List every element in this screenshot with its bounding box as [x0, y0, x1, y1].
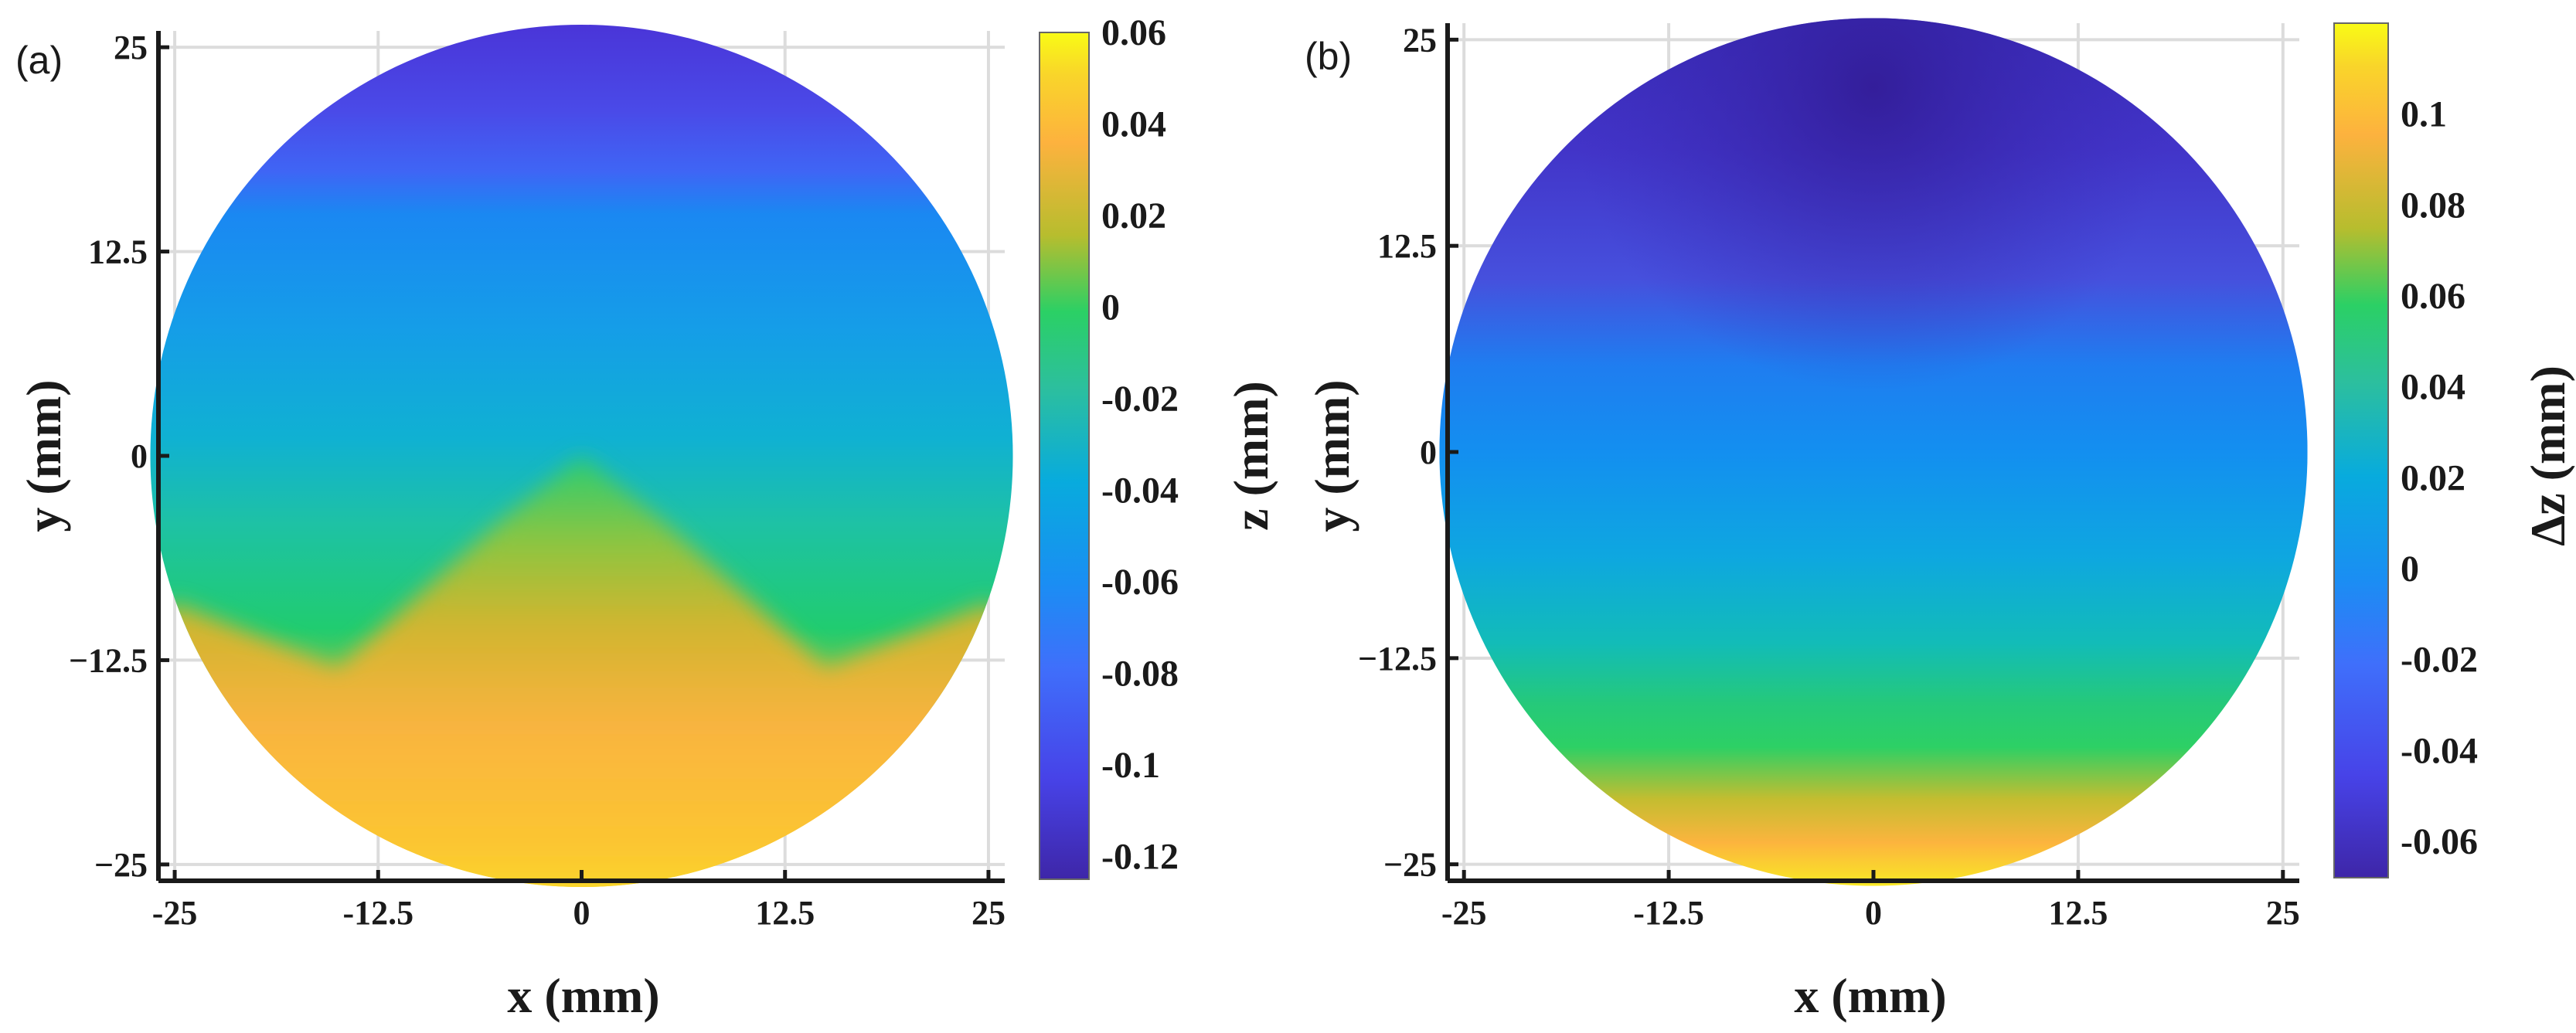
- panel-a-x-axis-label: x (mm): [507, 968, 659, 1023]
- panel-a-colorbar-tick: 0.04: [1101, 104, 1166, 144]
- panel-b-colorbar-ticks: 0.1 0.08 0.06 0.04 0.02 0 -0.02 -0.04 -0…: [2401, 94, 2478, 862]
- panel-a-colorbar-tick: -0.12: [1101, 836, 1179, 877]
- panel-b-y-tick-label: 0: [1420, 433, 1437, 471]
- panel-a-y-tick-label: 0: [131, 437, 148, 475]
- panel-b-colorbar: 0.1 0.08 0.06 0.04 0.02 0 -0.02 -0.04 -0…: [2333, 22, 2575, 878]
- panel-a-x-tick-label: 12.5: [755, 894, 815, 932]
- panel-a-y-tick-label: −25: [94, 846, 148, 884]
- panel-a-axes: [156, 31, 1005, 883]
- panel-b-y-tick-label: −25: [1383, 846, 1437, 884]
- panel-a: (a) -25 -12.5 0 12.5 25 25 12.5 0 −12.5 …: [15, 12, 1278, 1023]
- panel-b-colorbar-tick: -0.02: [2401, 640, 2478, 681]
- panel-a-y-tick-label: −12.5: [69, 641, 148, 679]
- panel-b-surface-map: [1439, 18, 2308, 886]
- panel-a-colorbar-tick: -0.02: [1101, 379, 1179, 420]
- panel-a-y-ticks: 25 12.5 0 −12.5 −25: [69, 29, 148, 884]
- panel-b-colorbar-tick: 0.1: [2401, 94, 2447, 135]
- panel-b-y-tick-label: −12.5: [1358, 640, 1437, 678]
- panel-b-label: (b): [1305, 35, 1352, 78]
- panel-a-x-tick-label: 25: [972, 894, 1006, 932]
- panel-b-colorbar-gradient: [2333, 22, 2389, 878]
- panel-a-colorbar-tick: 0.06: [1101, 12, 1166, 53]
- panel-b-y-axis-label: y (mm): [1305, 379, 1359, 532]
- panel-b-colorbar-tick: 0.08: [2401, 185, 2465, 226]
- panel-b-x-axis-label: x (mm): [1794, 968, 1946, 1023]
- panel-a-x-tick-label: -25: [152, 894, 198, 932]
- panel-b: (b) -25 -12.5 0 12.5 25 25 12.5 0 −12.5 …: [1305, 18, 2575, 1023]
- panel-b-colorbar-tick: 0.04: [2401, 367, 2465, 408]
- panel-a-label: (a): [15, 39, 63, 82]
- panel-b-top-minimum-region: [1439, 18, 2308, 886]
- panel-a-colorbar-tick: 0: [1101, 287, 1120, 328]
- panel-a-colorbar-gradient: [1039, 32, 1090, 880]
- panel-a-colorbar-tick: -0.08: [1101, 653, 1179, 694]
- panel-b-x-tick-label: 25: [2266, 894, 2300, 932]
- panel-b-x-ticks: -25 -12.5 0 12.5 25: [1441, 894, 2300, 932]
- panel-a-y-axis-label: y (mm): [16, 379, 71, 532]
- panel-a-x-tick-label: -12.5: [342, 894, 413, 932]
- panel-b-colorbar-label: Δz (mm): [2520, 365, 2575, 546]
- panel-b-colorbar-tick: -0.06: [2401, 821, 2478, 862]
- panel-b-y-ticks: 25 12.5 0 −12.5 −25: [1358, 21, 1437, 883]
- panel-a-colorbar: 0.06 0.04 0.02 0 -0.02 -0.04 -0.06 -0.08…: [1039, 12, 1278, 880]
- panel-a-colorbar-tick: -0.1: [1101, 745, 1160, 786]
- panel-a-colorbar-tick: -0.06: [1101, 562, 1179, 603]
- panel-b-x-tick-label: 12.5: [2048, 894, 2108, 932]
- panel-b-x-tick-label: -12.5: [1633, 894, 1704, 932]
- panel-b-x-tick-label: 0: [1865, 894, 1882, 932]
- panel-b-colorbar-tick: -0.04: [2401, 730, 2478, 771]
- panel-a-y-tick-label: 12.5: [88, 233, 148, 271]
- panel-b-y-tick-label: 12.5: [1377, 227, 1437, 265]
- panel-a-surface-map: [150, 24, 1013, 888]
- panel-a-colorbar-tick: -0.04: [1101, 470, 1179, 511]
- panel-a-y-tick-label: 25: [114, 29, 148, 66]
- panel-a-x-ticks: -25 -12.5 0 12.5 25: [152, 894, 1006, 932]
- panel-b-colorbar-tick: 0.06: [2401, 276, 2465, 317]
- panel-b-axes: [1445, 23, 2299, 883]
- panel-a-x-tick-label: 0: [573, 894, 590, 932]
- panel-b-colorbar-tick: 0: [2401, 549, 2419, 590]
- panel-b-y-tick-label: 25: [1403, 21, 1437, 59]
- panel-a-colorbar-tick: 0.02: [1101, 195, 1166, 236]
- panel-b-x-tick-label: -25: [1441, 894, 1487, 932]
- panel-a-colorbar-label: z (mm): [1223, 381, 1278, 531]
- panel-a-colorbar-ticks: 0.06 0.04 0.02 0 -0.02 -0.04 -0.06 -0.08…: [1101, 12, 1179, 877]
- panel-b-colorbar-tick: 0.02: [2401, 457, 2465, 498]
